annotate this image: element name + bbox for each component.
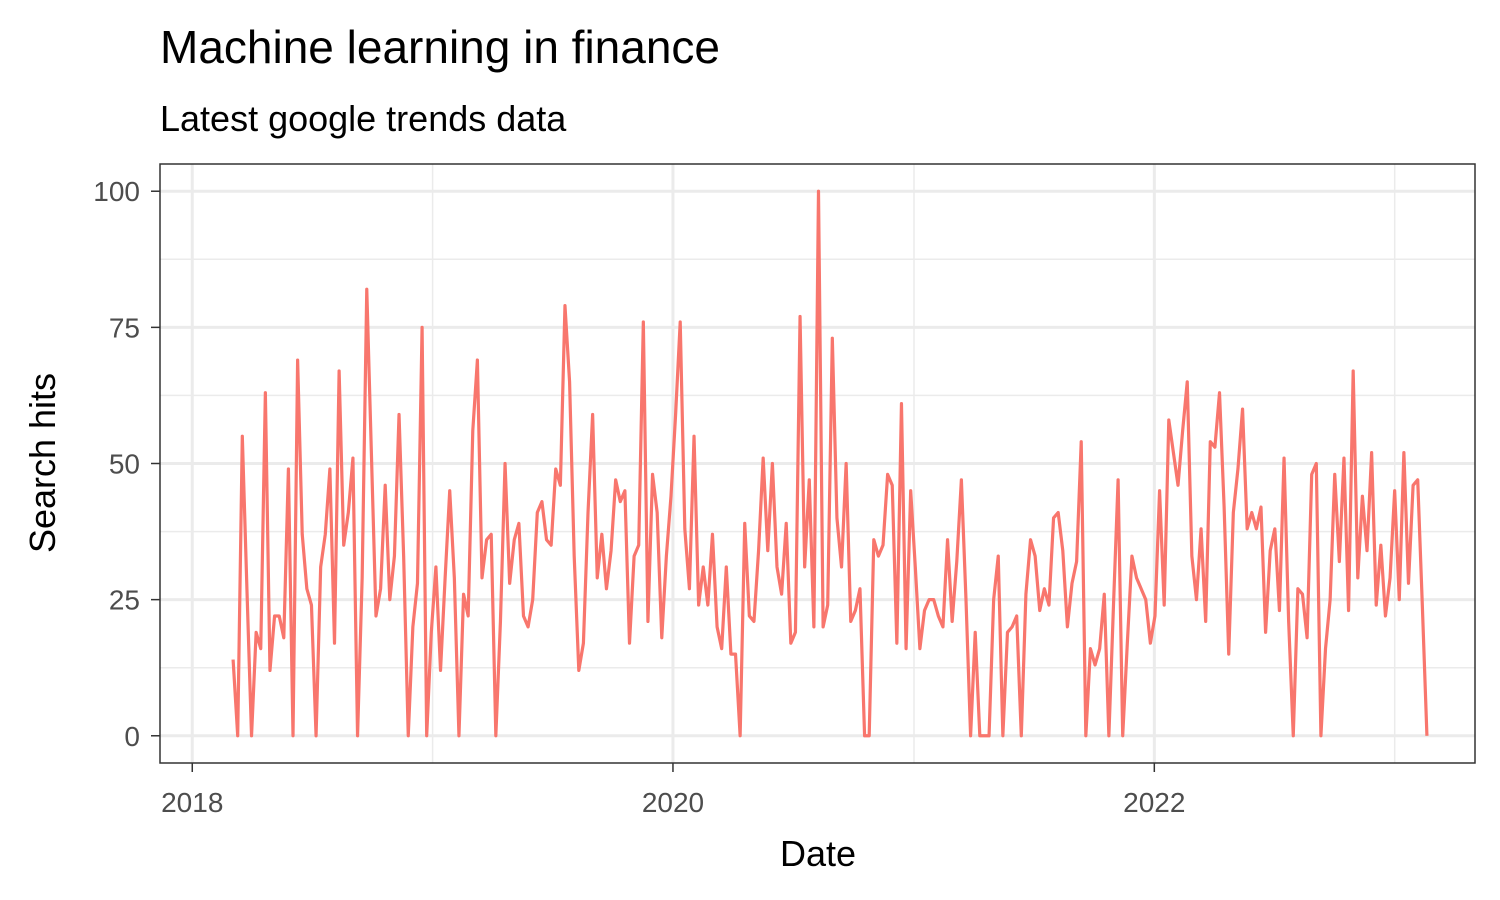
series-layer — [231, 189, 1429, 738]
chart-title: Machine learning in finance — [160, 21, 720, 73]
y-axis: 0 25 50 75 100 — [93, 176, 160, 752]
x-axis-title: Date — [780, 833, 856, 874]
series-line — [231, 189, 1429, 738]
y-tick-label: 50 — [109, 449, 140, 480]
x-tick-label: 2022 — [1123, 787, 1185, 818]
y-tick-label: 100 — [93, 176, 140, 207]
y-tick-label: 25 — [109, 585, 140, 616]
y-axis-title: Search hits — [22, 373, 63, 553]
y-tick-label: 75 — [109, 312, 140, 343]
chart-subtitle: Latest google trends data — [160, 98, 567, 139]
x-tick-label: 2020 — [642, 787, 704, 818]
x-axis: 2018 2020 2022 — [161, 763, 1185, 818]
y-tick-label: 0 — [124, 721, 140, 752]
x-tick-label: 2018 — [161, 787, 223, 818]
